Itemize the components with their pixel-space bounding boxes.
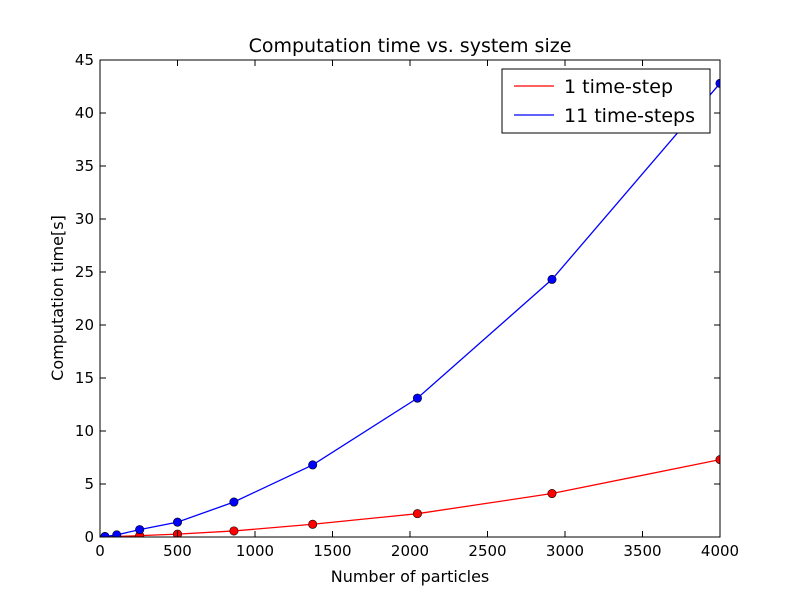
data-point-series-2	[100, 531, 110, 537]
x-tick-label: 500	[163, 542, 192, 560]
legend-label: 1 time-step	[564, 76, 673, 98]
data-point-series-2	[135, 525, 145, 535]
y-tick-label: 45	[75, 51, 94, 69]
chart-title: Computation time vs. system size	[249, 35, 572, 57]
x-tick-label: 2000	[391, 542, 429, 560]
series-line-2	[104, 82, 720, 537]
x-tick-label: 1000	[236, 542, 274, 560]
data-point-series-2	[547, 274, 557, 284]
y-tick-label: 15	[75, 369, 94, 387]
legend-box	[501, 68, 711, 134]
data-point-series-2	[173, 517, 183, 527]
plot-area	[100, 78, 720, 537]
data-point-series-1	[412, 509, 422, 519]
y-tick-label: 25	[75, 263, 94, 281]
y-tick-label: 35	[75, 157, 94, 175]
y-tick-label: 40	[75, 104, 94, 122]
y-axis-title: Computation time[s]	[48, 215, 67, 381]
legend-label: 11 time-steps	[564, 105, 695, 127]
data-point-series-1	[308, 519, 318, 529]
y-tick-label: 30	[75, 210, 94, 228]
y-tick-label: 10	[75, 422, 94, 440]
x-tick-label: 3000	[546, 542, 584, 560]
x-axis-title: Number of particles	[331, 567, 490, 586]
data-point-series-2	[112, 530, 122, 537]
x-tick-label: 1500	[313, 542, 351, 560]
x-tick-label: 4000	[701, 542, 739, 560]
data-point-series-2	[229, 497, 239, 507]
series-layer	[100, 78, 720, 537]
axis-ticks: 0 500 1000 1500 2000 2500 3000 3500 4000 0 5 10 15 20…	[75, 51, 739, 560]
x-tick-label: 3500	[623, 542, 661, 560]
y-tick-label: 5	[84, 475, 94, 493]
data-point-series-2	[412, 393, 422, 403]
x-tick-label: 0	[95, 542, 105, 560]
legend: 1 time-step 11 time-steps	[501, 68, 711, 134]
data-point-series-1	[229, 526, 239, 536]
data-point-series-1	[547, 489, 557, 499]
series-line-1	[104, 458, 720, 537]
y-tick-label: 0	[84, 528, 94, 546]
x-tick-label: 2500	[468, 542, 506, 560]
data-point-series-2	[308, 460, 318, 470]
y-tick-label: 20	[75, 316, 94, 334]
